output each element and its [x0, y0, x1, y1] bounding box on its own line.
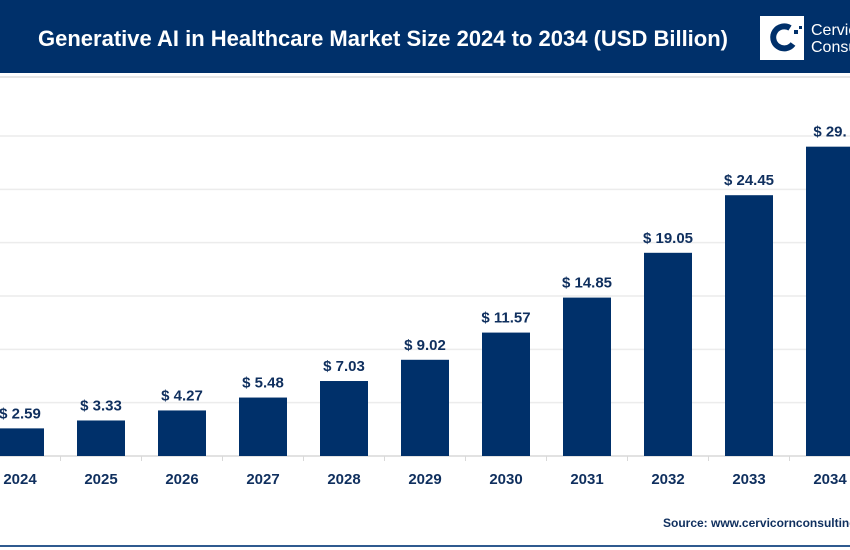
svg-text:Consulting: Consulting: [811, 39, 850, 56]
bar-2027: [239, 397, 287, 456]
bar-2024: [0, 428, 44, 456]
bar-2031: [563, 297, 611, 456]
bar-2030: [482, 332, 530, 456]
data-label-2033: $ 24.45: [724, 172, 774, 189]
x-tick-label-2026: 2026: [165, 471, 198, 488]
x-tick-label-2034: 2034: [813, 471, 847, 488]
data-label-2028: $ 7.03: [323, 358, 365, 375]
x-tick-label-2029: 2029: [408, 471, 441, 488]
data-label-2030: $ 11.57: [481, 310, 530, 327]
data-label-2034: $ 29.: [813, 124, 846, 141]
bar-2028: [320, 381, 368, 456]
data-label-2025: $ 3.33: [80, 397, 122, 414]
x-tick-label-2033: 2033: [732, 471, 765, 488]
data-label-2024: $ 2.59: [0, 405, 41, 422]
x-tick-label-2025: 2025: [84, 471, 117, 488]
bar-2034: [806, 146, 850, 456]
x-tick-label-2030: 2030: [489, 471, 522, 488]
data-label-2029: $ 9.02: [404, 337, 446, 354]
chart-title: Generative AI in Healthcare Market Size …: [38, 26, 728, 51]
company-logo: Cervicorn Consulting: [760, 16, 850, 60]
x-tick-label-2031: 2031: [570, 471, 603, 488]
x-tick-label-2028: 2028: [327, 471, 360, 488]
bar-2029: [401, 359, 449, 456]
svg-text:Cervicorn: Cervicorn: [811, 22, 850, 39]
bar-2025: [77, 420, 125, 456]
header-band: [0, 0, 850, 73]
bar-2032: [644, 252, 692, 456]
data-label-2032: $ 19.05: [643, 230, 693, 247]
bar-2026: [158, 410, 206, 456]
data-label-2031: $ 14.85: [562, 275, 612, 292]
data-label-2026: $ 4.27: [161, 387, 203, 404]
data-label-2027: $ 5.48: [242, 375, 284, 392]
x-tick-label-2032: 2032: [651, 471, 684, 488]
bar-2033: [725, 195, 773, 456]
x-tick-label-2027: 2027: [246, 471, 279, 488]
source-note: Source: www.cervicornconsulting.com: [663, 516, 850, 530]
x-tick-label-2024: 2024: [3, 471, 37, 488]
